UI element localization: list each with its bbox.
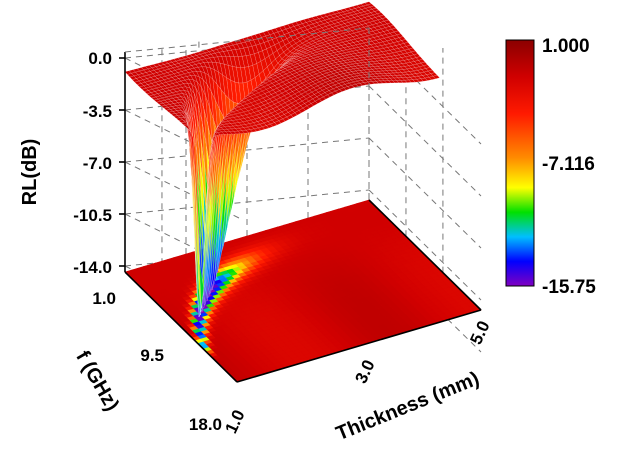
colorbar-gradient — [505, 39, 535, 287]
colorbar-label-min: -15.75 — [542, 277, 596, 298]
floor-contour — [124, 199, 482, 383]
colorbar-label-max: 1.000 — [542, 36, 590, 57]
z-tick-label: -14.0 — [73, 258, 112, 277]
f-tick-label: 1.0 — [92, 289, 116, 308]
z-tick-label: 0.0 — [88, 49, 112, 68]
f-axis-label: f (GHz) — [71, 347, 123, 415]
gridline — [368, 137, 482, 249]
colorbar-label-mid: -7.116 — [542, 154, 595, 175]
thickness-tick-label: 5.0 — [466, 318, 493, 347]
z-axis: 0.0 -3.5 -7.0 -10.5 -14.0 RL(dB) — [19, 49, 112, 277]
gridline — [124, 137, 370, 163]
rl-surface — [124, 1, 440, 318]
gridline — [368, 189, 482, 301]
f-tick-label: 9.5 — [140, 346, 164, 365]
thickness-tick-label: 3.0 — [351, 357, 378, 386]
z-tick-label: -3.5 — [83, 102, 112, 121]
f-tick-label: 18.0 — [189, 415, 222, 434]
z-tick-label: -7.0 — [83, 154, 112, 173]
z-axis-label: RL(dB) — [19, 139, 41, 206]
gridline — [368, 85, 482, 197]
colorbar: 1.000 -7.116 -15.75 — [505, 36, 596, 298]
thickness-tick-label: 1.0 — [221, 407, 248, 436]
z-tick-label: -10.5 — [73, 206, 112, 225]
